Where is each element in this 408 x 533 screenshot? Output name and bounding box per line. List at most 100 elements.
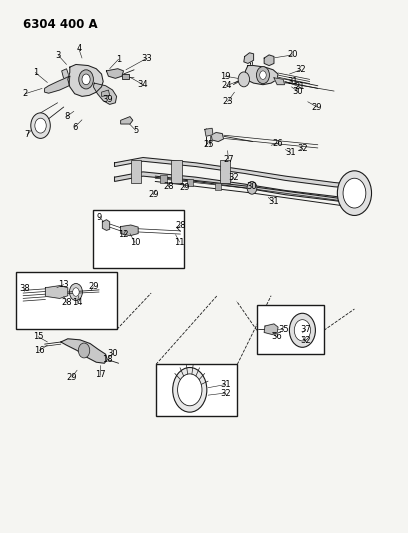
Text: 12: 12: [118, 230, 129, 239]
FancyBboxPatch shape: [16, 272, 117, 329]
Text: 31: 31: [268, 197, 278, 206]
Polygon shape: [121, 117, 133, 124]
Text: 33: 33: [142, 54, 153, 62]
Polygon shape: [215, 183, 222, 190]
Circle shape: [343, 178, 366, 208]
Text: 18: 18: [102, 354, 113, 364]
Circle shape: [173, 368, 207, 412]
Text: 32: 32: [297, 144, 308, 153]
Text: 13: 13: [58, 280, 69, 289]
Text: 17: 17: [95, 370, 106, 379]
Circle shape: [82, 74, 90, 85]
Text: 31: 31: [285, 148, 295, 157]
Text: 29: 29: [312, 102, 322, 111]
Text: 14: 14: [72, 298, 82, 307]
Text: 31: 31: [287, 77, 298, 86]
Text: 28: 28: [175, 221, 186, 230]
Polygon shape: [44, 76, 70, 93]
Polygon shape: [244, 53, 254, 63]
Polygon shape: [264, 324, 278, 335]
Polygon shape: [186, 179, 193, 186]
Text: 29: 29: [67, 373, 77, 382]
Text: 2: 2: [22, 89, 28, 98]
Polygon shape: [102, 220, 110, 230]
Text: 38: 38: [19, 284, 30, 293]
Circle shape: [177, 374, 202, 406]
FancyBboxPatch shape: [93, 210, 184, 268]
Text: 19: 19: [220, 71, 231, 80]
Text: 30: 30: [292, 86, 303, 95]
Polygon shape: [205, 128, 213, 136]
Text: 3: 3: [56, 51, 61, 60]
Text: 23: 23: [222, 97, 233, 106]
Text: 7: 7: [24, 130, 30, 139]
Circle shape: [260, 71, 266, 79]
Circle shape: [78, 343, 90, 358]
Text: 10: 10: [130, 238, 140, 247]
Text: 9: 9: [96, 213, 102, 222]
Polygon shape: [61, 339, 107, 364]
Polygon shape: [131, 160, 141, 182]
Text: 28: 28: [61, 298, 72, 307]
Text: 29: 29: [148, 190, 158, 199]
Circle shape: [31, 113, 50, 139]
Text: 31: 31: [220, 380, 231, 389]
Polygon shape: [274, 78, 284, 85]
Text: 11: 11: [174, 238, 185, 247]
Text: 30: 30: [247, 182, 257, 191]
Polygon shape: [245, 66, 278, 85]
Text: 39: 39: [102, 94, 113, 103]
Text: 1: 1: [33, 68, 38, 77]
Circle shape: [247, 181, 257, 194]
Text: 16: 16: [34, 346, 44, 355]
Text: 24: 24: [221, 81, 232, 90]
Text: 37: 37: [300, 325, 311, 334]
FancyBboxPatch shape: [156, 365, 237, 416]
Text: 34: 34: [137, 79, 148, 88]
Polygon shape: [102, 90, 110, 96]
Polygon shape: [68, 64, 103, 96]
Polygon shape: [115, 172, 350, 203]
Polygon shape: [220, 160, 231, 182]
Text: 35: 35: [278, 325, 288, 334]
Circle shape: [73, 288, 79, 296]
Text: 29: 29: [179, 183, 190, 192]
Text: 15: 15: [33, 332, 43, 341]
Circle shape: [289, 313, 315, 348]
Circle shape: [79, 70, 93, 89]
Text: 36: 36: [271, 332, 282, 341]
Text: 27: 27: [223, 155, 234, 164]
Polygon shape: [160, 175, 166, 182]
Text: 29: 29: [88, 282, 99, 291]
Circle shape: [337, 171, 372, 215]
Polygon shape: [45, 286, 68, 298]
Text: 30: 30: [107, 349, 118, 358]
Polygon shape: [62, 69, 69, 79]
Polygon shape: [171, 160, 182, 182]
Text: 20: 20: [287, 51, 298, 59]
Polygon shape: [115, 158, 350, 188]
Text: 32: 32: [300, 336, 311, 345]
Text: 8: 8: [64, 112, 69, 121]
Text: 32: 32: [220, 389, 231, 398]
Circle shape: [294, 320, 310, 341]
Polygon shape: [211, 133, 224, 142]
Polygon shape: [121, 225, 138, 236]
Polygon shape: [93, 83, 117, 104]
Text: 21: 21: [294, 82, 305, 91]
Text: 6304 400 A: 6304 400 A: [23, 18, 98, 31]
Text: 4: 4: [76, 44, 81, 53]
Polygon shape: [122, 74, 129, 79]
Text: 28: 28: [163, 182, 173, 191]
FancyBboxPatch shape: [257, 305, 324, 354]
Text: 32: 32: [295, 66, 306, 74]
Circle shape: [35, 118, 46, 133]
Text: 32: 32: [228, 173, 239, 182]
Text: 1: 1: [116, 55, 121, 63]
Circle shape: [257, 67, 269, 84]
Text: 26: 26: [273, 139, 283, 148]
Text: 5: 5: [133, 126, 138, 135]
Polygon shape: [264, 55, 274, 66]
Circle shape: [69, 284, 82, 301]
Text: 6: 6: [72, 123, 78, 132]
